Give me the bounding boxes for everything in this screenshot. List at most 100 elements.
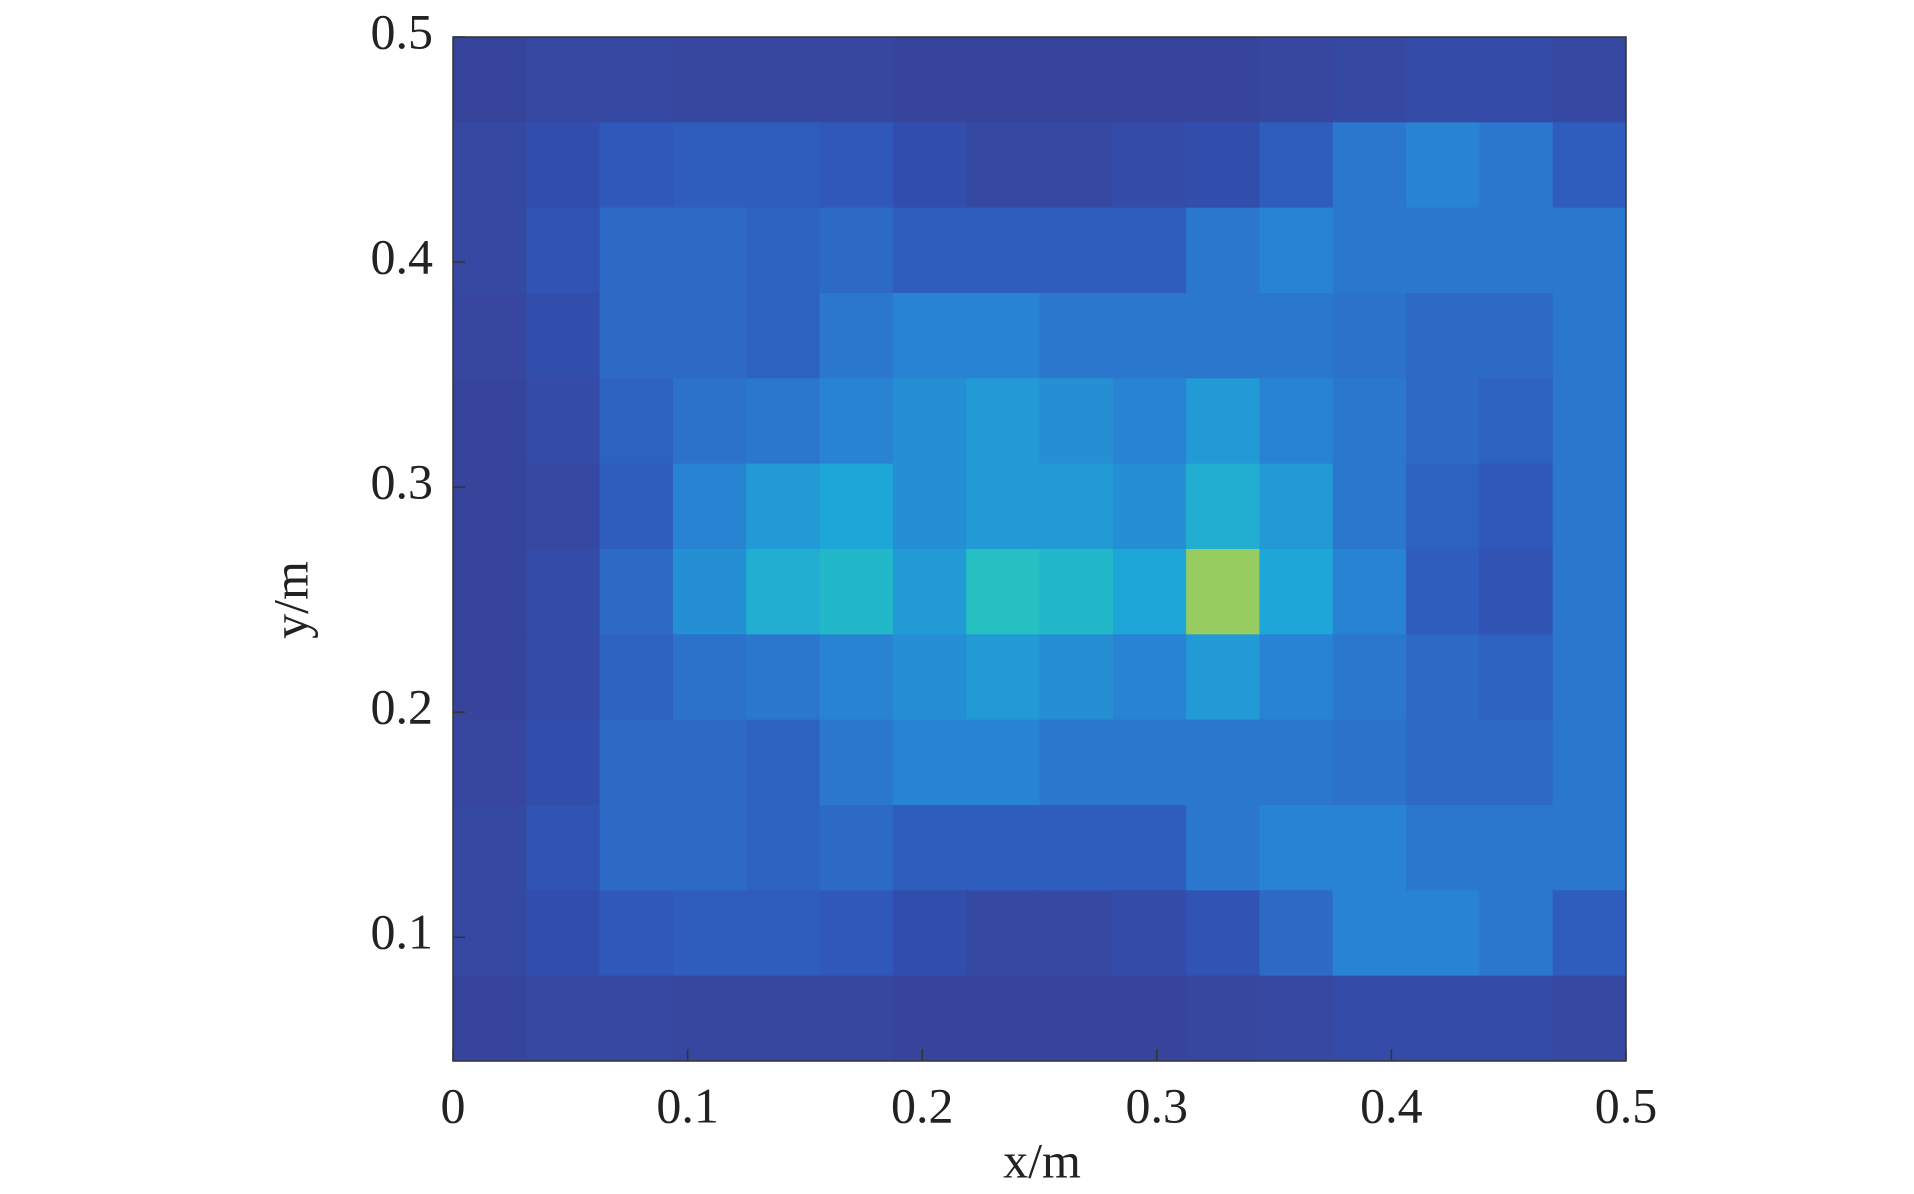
heatmap-cell xyxy=(1186,805,1260,891)
heatmap-cell xyxy=(892,122,967,209)
heatmap-cell xyxy=(892,378,967,465)
heatmap-cell xyxy=(1552,293,1627,379)
heatmap-cell xyxy=(1039,378,1114,465)
heatmap-cell xyxy=(526,122,601,209)
heatmap-cell xyxy=(1552,122,1627,209)
heatmap-cell xyxy=(599,805,674,891)
heatmap-cell xyxy=(526,378,601,465)
heatmap-cell xyxy=(966,975,1040,1062)
heatmap-cell xyxy=(1479,719,1554,806)
heatmap-cell xyxy=(453,890,527,977)
heatmap-cell xyxy=(1259,463,1334,550)
x-tick-label: 0.1 xyxy=(656,1077,719,1133)
heatmap-cell xyxy=(966,719,1040,806)
heatmap-cell xyxy=(453,378,527,465)
heatmap-cell xyxy=(746,634,821,721)
heatmap-cell xyxy=(1186,719,1260,806)
y-tick-label: 0.2 xyxy=(371,679,434,735)
heatmap-cell xyxy=(1039,207,1114,294)
heatmap-cell xyxy=(1112,890,1187,977)
heatmap-cell xyxy=(1332,549,1407,635)
heatmap-cell xyxy=(1479,378,1554,465)
heatmap-cell xyxy=(892,549,967,635)
heatmap-cell xyxy=(1552,378,1627,465)
heatmap-cell xyxy=(1406,719,1480,806)
heatmap-cell xyxy=(746,975,821,1062)
heatmap-cell xyxy=(1406,890,1480,977)
heatmap-cell xyxy=(1112,634,1187,721)
heatmap-cell xyxy=(1479,207,1554,294)
x-tick-label: 0.3 xyxy=(1126,1077,1189,1133)
heatmap-cell xyxy=(1186,890,1260,977)
heatmap-cell xyxy=(1332,207,1407,294)
heatmap-cell xyxy=(819,122,894,209)
heatmap-cell xyxy=(966,293,1040,379)
x-tick-label: 0.5 xyxy=(1595,1077,1658,1133)
heatmap-cell xyxy=(819,805,894,891)
heatmap-cell xyxy=(892,634,967,721)
heatmap-cell xyxy=(1039,805,1114,891)
heatmap-cell xyxy=(1259,549,1334,635)
heatmap-cell xyxy=(1479,293,1554,379)
heatmap-cell xyxy=(599,549,674,635)
heatmap-cell xyxy=(1479,463,1554,550)
heatmap-cell xyxy=(526,805,601,891)
heatmap-cell xyxy=(746,463,821,550)
heatmap-cell xyxy=(746,37,821,123)
heatmap-cell xyxy=(1552,805,1627,891)
heatmap-cell xyxy=(453,293,527,379)
heatmap-cell xyxy=(892,207,967,294)
heatmap-cell xyxy=(1479,122,1554,209)
heatmap-cell xyxy=(1479,805,1554,891)
heatmap-cell xyxy=(672,207,747,294)
heatmap-cell xyxy=(892,293,967,379)
heatmap-cell xyxy=(1186,975,1260,1062)
heatmap-cell xyxy=(599,463,674,550)
heatmap-cell xyxy=(1259,975,1334,1062)
heatmap-cell xyxy=(1406,805,1480,891)
heatmap-cell xyxy=(1332,293,1407,379)
heatmap-cell xyxy=(1552,634,1627,721)
heatmap-cell xyxy=(966,463,1040,550)
heatmap-cell xyxy=(599,975,674,1062)
heatmap-cell xyxy=(819,975,894,1062)
heatmap-cell xyxy=(526,719,601,806)
heatmap-cell xyxy=(1186,293,1260,379)
x-tick-label: 0 xyxy=(441,1077,466,1133)
heatmap-cell xyxy=(892,37,967,123)
heatmap-cell xyxy=(453,463,527,550)
heatmap-cell xyxy=(672,975,747,1062)
heatmap-cell xyxy=(1332,890,1407,977)
heatmap-cell xyxy=(966,207,1040,294)
heatmap-cell xyxy=(1186,122,1260,209)
heatmap-cell xyxy=(672,463,747,550)
heatmap-cell xyxy=(453,549,527,635)
heatmap-cell xyxy=(526,207,601,294)
heatmap-cell xyxy=(672,719,747,806)
heatmap-cell xyxy=(966,378,1040,465)
heatmap-cell xyxy=(746,293,821,379)
heatmap-cell xyxy=(819,634,894,721)
heatmap-cell xyxy=(1039,463,1114,550)
heatmap-cell xyxy=(453,805,527,891)
heatmap-cell xyxy=(526,37,601,123)
heatmap-cell xyxy=(1406,37,1480,123)
heatmap-cell xyxy=(453,122,527,209)
heatmap-cell xyxy=(1112,378,1187,465)
heatmap-cell xyxy=(966,122,1040,209)
heatmap-cell xyxy=(892,975,967,1062)
heatmap-cell xyxy=(599,37,674,123)
y-tick-label: 0.5 xyxy=(371,3,434,59)
heatmap-cell xyxy=(819,463,894,550)
heatmap-cell xyxy=(1259,293,1334,379)
heatmap-cell xyxy=(672,378,747,465)
heatmap-cell xyxy=(599,890,674,977)
heatmap-cell xyxy=(1332,975,1407,1062)
heatmap-cell xyxy=(1406,122,1480,209)
heatmap-cell xyxy=(1332,634,1407,721)
heatmap-cell xyxy=(1259,37,1334,123)
heatmap-cell xyxy=(819,549,894,635)
heatmap-cell xyxy=(1112,549,1187,635)
heatmap-cell xyxy=(453,207,527,294)
heatmap-cell xyxy=(1552,975,1627,1062)
